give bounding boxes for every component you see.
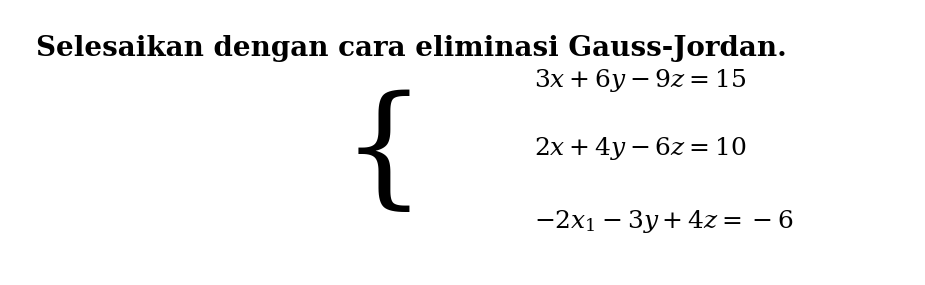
Text: $-2x_1 - 3y + 4z = -6$: $-2x_1 - 3y + 4z = -6$	[535, 208, 795, 235]
Text: Selesaikan dengan cara eliminasi Gauss-Jordan.: Selesaikan dengan cara eliminasi Gauss-J…	[36, 35, 786, 62]
Text: $\left\{\ \right.$: $\left\{\ \right.$	[340, 90, 410, 217]
Text: $2x + 4y - 6z = 10$: $2x + 4y - 6z = 10$	[535, 135, 747, 162]
Text: $3x + 6y - 9z = 15$: $3x + 6y - 9z = 15$	[535, 67, 746, 94]
